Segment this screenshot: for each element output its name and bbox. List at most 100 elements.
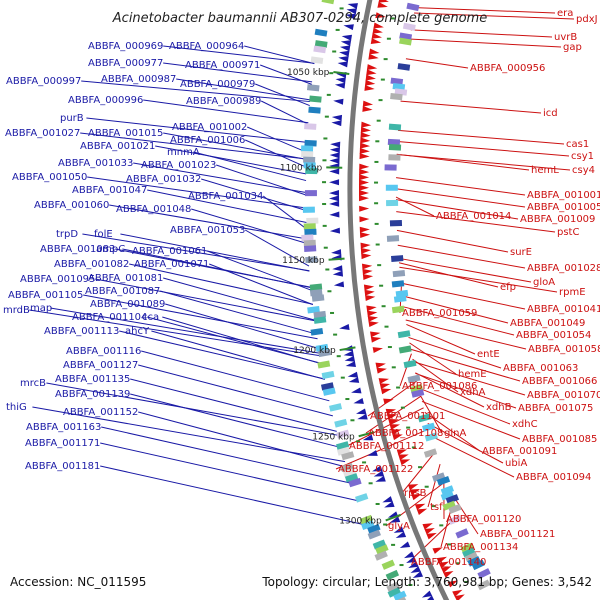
minus-gene-label: pstC [557,227,579,238]
plus-leader-line [87,176,307,209]
plus-leader-line [130,378,337,432]
plus-gene-arrow [384,501,395,508]
minus-gene-arrow [359,205,370,212]
minus-leader-line [410,29,553,38]
accession-label: Accession: NC_011595 [10,575,146,589]
minus-gene-label: pdxJ [576,14,598,25]
minus-gene-arrow [392,434,403,441]
plus-gene-arrow [335,77,346,84]
minus-gene-arrow [359,163,370,170]
plus-gene-label: ABBFA_001081 [88,273,163,284]
feature-block [399,37,412,46]
minus-gene-arrow [361,121,372,128]
minus-gene-arrow [359,232,371,239]
tick-dot [384,325,389,328]
kbp-tick-label: 1250 kbp [312,432,355,442]
plus-leader-line [100,465,367,526]
plus-leader-line [193,151,307,182]
feature-block [310,327,324,336]
minus-gene-label: ABBFA_001009 [520,214,595,225]
plus-gene-arrow [347,371,359,378]
tick-dot [464,580,469,583]
plus-gene-arrow [353,398,364,404]
tick-dot [332,50,337,53]
minus-gene-arrow [365,74,376,81]
plus-leader-line [83,294,318,340]
feature-block [432,472,446,482]
tick-dot [439,524,444,527]
feature-block [303,156,316,164]
plus-gene-label: mrcB [20,378,46,389]
feature-block [390,92,403,101]
feature-block [321,370,335,380]
minus-gene-label: ABBFA_001112 [349,441,424,452]
feature-block [402,22,416,31]
plus-gene-label: ABBFA_001135 [55,374,130,385]
plus-leader-line [119,330,325,380]
feature-block [315,343,329,352]
minus-leader-line [408,336,502,369]
plus-leader-line [247,126,307,153]
plus-gene-arrow [329,147,340,154]
minus-gene-label: rpsB [404,488,427,499]
tick-dot [345,398,350,401]
minus-leader-line [415,372,517,409]
minus-gene-arrow [440,566,452,574]
minus-gene-arrow [371,32,382,39]
feature-block [310,56,324,64]
minus-leader-line [427,422,504,464]
minus-leader-line [395,199,519,220]
minus-gene-arrow [360,137,371,144]
plus-gene-arrow [331,249,342,256]
plus-gene-label: ABBFA_001105 [8,290,83,301]
tick-dot [378,99,383,102]
minus-gene-label: ABBFA_001063 [503,363,578,374]
tick-dot [340,376,345,379]
minus-gene-arrow [378,0,389,3]
feature-block [462,547,476,558]
plus-gene-arrow [382,496,393,503]
plus-leader-line [141,350,330,402]
feature-block [302,206,315,213]
feature-block [397,63,411,71]
plus-gene-arrow [367,450,378,456]
plus-gene-arrow [329,190,340,197]
minus-gene-label: ABBFA_001085 [522,434,597,445]
plus-leader-line [163,132,307,160]
minus-gene-arrow [359,147,370,154]
tick-dot [400,406,405,409]
feature-block [341,451,355,461]
plus-leader-line [120,233,310,272]
plus-gene-arrow [412,571,424,578]
feature-block [301,150,314,158]
minus-gene-arrow [378,378,390,384]
plus-leader-line [129,263,313,305]
plus-gene-label: ABBFA_001082 [54,259,129,270]
feature-block [406,2,420,12]
plus-gene-arrow [331,114,343,121]
feature-block [367,529,381,540]
feature-block [313,45,327,54]
feature-block [460,542,474,553]
plus-leader-line [201,178,307,212]
minus-leader-line [396,177,526,196]
minus-gene-arrow [375,12,386,19]
plus-gene-label: ABBFA_001152 [63,407,138,418]
feature-block [386,199,399,207]
feature-block [393,590,407,600]
feature-block [388,123,402,131]
plus-leader-line [260,100,309,125]
plus-gene-label: ABBFA_000977 [88,58,163,69]
plus-gene-label: ahcY [125,326,150,337]
minus-leader-line [400,100,542,114]
minus-gene-arrow [362,100,374,107]
plus-gene-label: ABBFA_001163 [26,422,101,433]
minus-gene-label: ABBFA_001049 [510,318,585,329]
feature-block [348,477,362,488]
minus-gene-arrow [359,226,370,233]
minus-gene-arrow [376,367,387,374]
feature-block [355,493,369,503]
minus-gene-arrow [409,489,421,496]
minus-gene-arrow [432,547,443,554]
minus-gene-arrow [359,195,370,202]
